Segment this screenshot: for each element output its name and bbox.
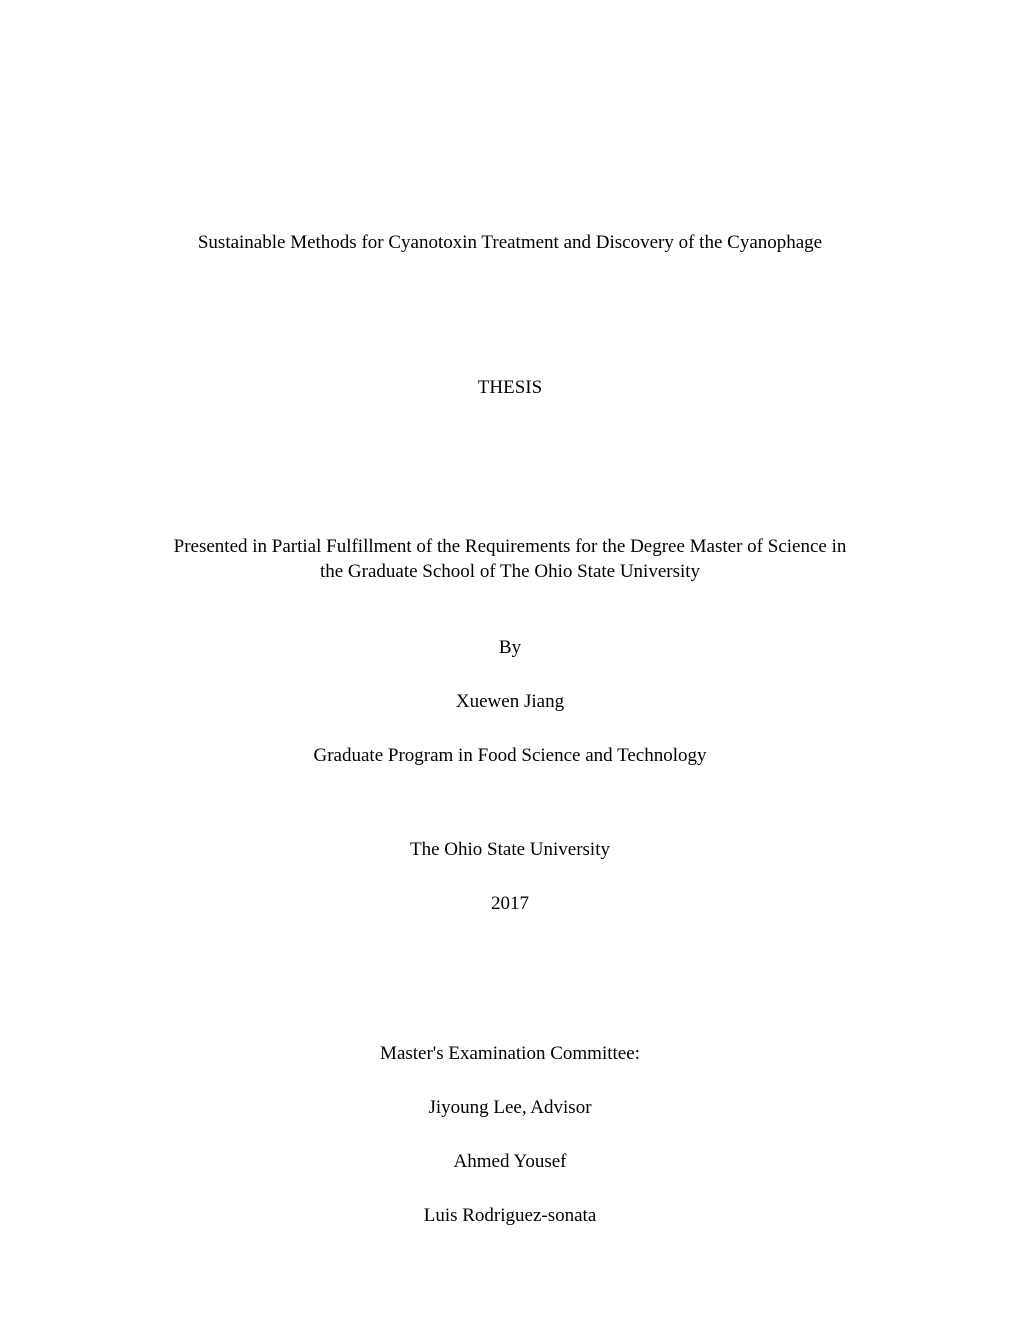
- committee-member-2: Luis Rodriguez-sonata: [130, 1205, 890, 1227]
- thesis-title: Sustainable Methods for Cyanotoxin Treat…: [130, 230, 890, 257]
- committee-advisor: Jiyoung Lee, Advisor: [130, 1097, 890, 1119]
- thesis-title-page: Sustainable Methods for Cyanotoxin Treat…: [0, 0, 1020, 1320]
- graduate-program: Graduate Program in Food Science and Tec…: [130, 745, 890, 767]
- fulfillment-statement: Presented in Partial Fulfillment of the …: [130, 534, 890, 585]
- committee-member-1: Ahmed Yousef: [130, 1151, 890, 1173]
- year: 2017: [130, 893, 890, 915]
- fulfillment-line-2: the Graduate School of The Ohio State Un…: [130, 559, 890, 585]
- by-label: By: [130, 637, 890, 659]
- fulfillment-line-1: Presented in Partial Fulfillment of the …: [130, 534, 890, 560]
- author-name: Xuewen Jiang: [130, 691, 890, 713]
- committee-label: Master's Examination Committee:: [130, 1043, 890, 1065]
- university-name: The Ohio State University: [130, 839, 890, 861]
- document-type: THESIS: [130, 377, 890, 399]
